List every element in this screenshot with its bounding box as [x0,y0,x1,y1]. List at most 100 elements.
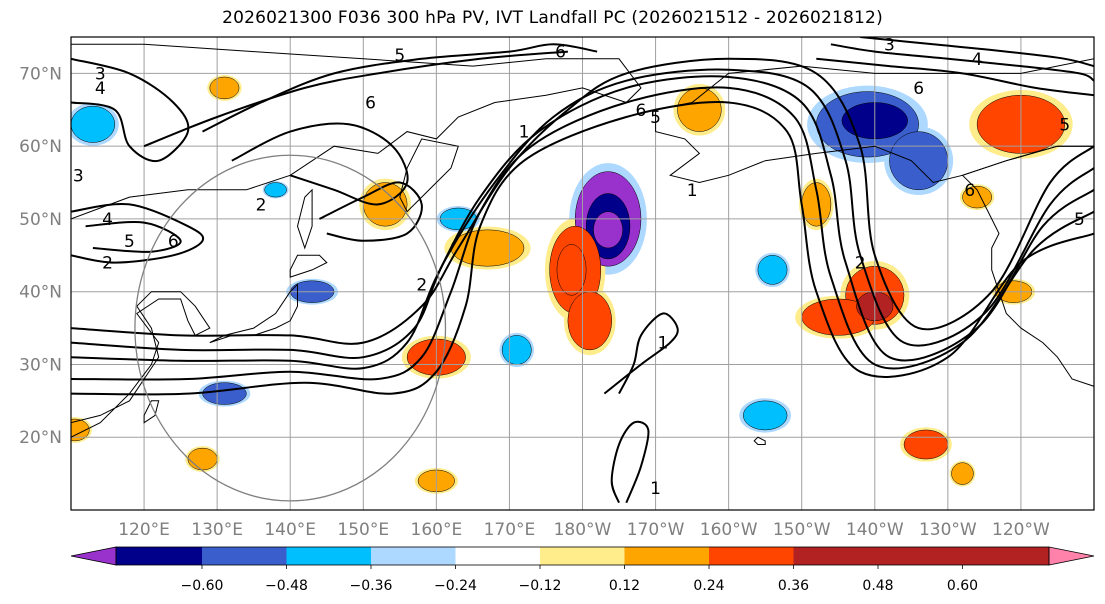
ivt-pc-shading [71,75,1073,494]
colorbar-segment [540,547,625,565]
ivt-blob [264,182,287,198]
ivt-blob [209,76,240,100]
contour-label: 5 [1074,210,1085,230]
ivt-blob [187,447,218,471]
ivt-blob [567,291,612,351]
contour-label: 2 [416,275,427,295]
pv-contour-4 [71,202,205,264]
ivt-blob [556,244,587,296]
contour-label: 6 [913,79,924,99]
coastline [143,400,160,424]
pv-contour-1 [603,312,679,395]
lon-tick-label: 170°E [484,520,536,540]
contour-label: 3 [884,35,895,55]
lat-tick-label: 20°N [19,428,62,448]
plot-title: 2026021300 F036 300 hPa PV, IVT Landfall… [222,8,883,28]
lon-tick-label: 120°E [118,520,170,540]
contour-label: 4 [95,79,106,99]
colorbar-segment [202,547,287,565]
contour-label: 3 [95,64,106,84]
colorbar-tick-label: −0.12 [519,578,562,594]
lat-tick-label: 50°N [19,210,62,230]
lon-tick-label: 140°E [264,520,316,540]
colorbar-segment [878,547,1049,565]
pv-contour-2 [318,181,423,242]
contour-label: 6 [365,93,376,113]
ivt-blob [501,335,532,365]
contour-label: 4 [972,50,983,70]
lon-tick-label: 180°W [554,520,612,540]
pv-contour-6 [830,43,1094,82]
pv-contour-4 [860,37,1094,68]
coastline [71,43,642,220]
coastline [399,138,459,213]
range-circle [134,154,447,502]
colorbar-segment [709,547,794,565]
latitude-labels: 70°N 60°N 50°N 40°N 30°N 20°N [19,64,62,448]
lon-tick-label: 160°E [411,520,463,540]
contour-label: 1 [687,181,698,201]
ivt-blob [951,462,974,485]
colorbar-frame [115,546,1050,566]
coastline [289,254,328,278]
contour-label: 3 [73,166,84,186]
pv-contour-3 [71,68,1094,359]
contour-label: 2 [855,254,866,274]
lon-tick-label: 170°W [627,520,685,540]
colorbar-tick-label: −0.36 [350,578,393,594]
colorbar-segment [116,547,202,565]
colorbar-segment [793,547,878,565]
colorbar-tick-label: 0.24 [693,578,724,594]
pv-contour-6 [71,101,1094,396]
lat-tick-label: 70°N [19,64,62,84]
ivt-blob [593,211,623,249]
colorbar-segment [624,547,709,565]
ivt-blob [71,105,116,143]
pv-contour-4 [71,75,1094,370]
colorbar-segment [455,547,540,565]
pv-contour-6 [143,50,568,148]
contour-label: 2 [102,254,113,274]
pv-contour-5 [85,221,182,253]
colorbar-tick-label: −0.48 [265,578,308,594]
pv-contour-5 [71,86,1094,381]
range-circle-outline [134,154,447,502]
lat-tick-label: 60°N [19,137,62,157]
colorbar-tick-labels: −0.60 −0.48 −0.36 −0.24 −0.12 0.12 0.24 0.36 0.4… [181,565,978,594]
lon-tick-label: 120°W [992,520,1050,540]
lon-tick-label: 150°W [773,520,831,540]
lon-tick-label: 150°E [337,520,389,540]
coastline [296,188,313,250]
contour-label: 5 [650,108,661,128]
contour-label: 1 [657,334,668,354]
ivt-blob [743,400,788,431]
pv-contours [71,37,1094,504]
coastline [655,58,1094,184]
contour-label: 6 [168,232,179,252]
ivt-blob [903,429,949,460]
graticule [71,37,1094,510]
contour-label: 1 [519,123,530,143]
ivt-blob [757,255,788,285]
pv-contour-3 [231,122,409,206]
pv-contour-1 [610,420,650,504]
lon-tick-label: 160°W [700,520,758,540]
contour-label: 5 [394,46,405,66]
pv-contour-2 [71,57,1094,345]
ivt-blob [962,185,992,209]
coastlines [71,43,1094,445]
ivt-blob [202,382,247,405]
colorbar-extend-min [70,546,117,566]
colorbar-segment [371,547,456,565]
coastline [753,436,766,445]
colorbar-tick-label: −0.24 [434,578,477,594]
colorbar-segment [286,547,371,565]
contour-label: 1 [650,479,661,499]
pv-contour-3 [71,57,190,163]
pv-contour-5 [816,57,1094,97]
map-frame [70,36,1095,511]
colorbar-tick-label: −0.60 [181,578,224,594]
